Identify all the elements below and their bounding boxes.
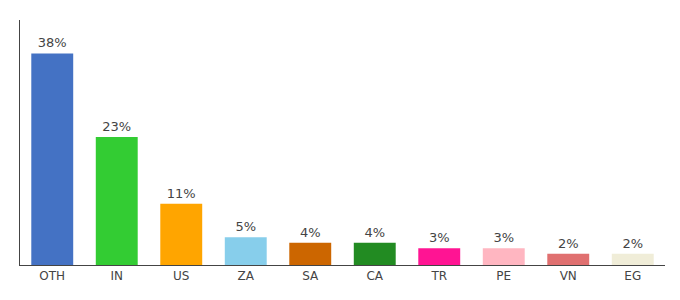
svg-text:EG: EG (624, 269, 641, 283)
svg-text:3%: 3% (493, 230, 514, 245)
svg-text:4%: 4% (300, 225, 321, 240)
svg-text:US: US (173, 269, 189, 283)
svg-text:38%: 38% (38, 35, 67, 50)
svg-text:CA: CA (366, 269, 383, 283)
svg-text:IN: IN (110, 269, 123, 283)
svg-text:OTH: OTH (39, 269, 65, 283)
svg-text:11%: 11% (167, 186, 196, 201)
svg-text:TR: TR (430, 269, 447, 283)
svg-text:23%: 23% (102, 119, 131, 134)
svg-text:2%: 2% (558, 236, 579, 251)
svg-text:4%: 4% (364, 225, 385, 240)
svg-text:PE: PE (496, 269, 511, 283)
svg-text:SA: SA (302, 269, 319, 283)
svg-text:ZA: ZA (238, 269, 255, 283)
svg-text:3%: 3% (429, 230, 450, 245)
svg-text:2%: 2% (622, 236, 643, 251)
svg-text:VN: VN (560, 269, 577, 283)
svg-text:5%: 5% (235, 219, 256, 234)
